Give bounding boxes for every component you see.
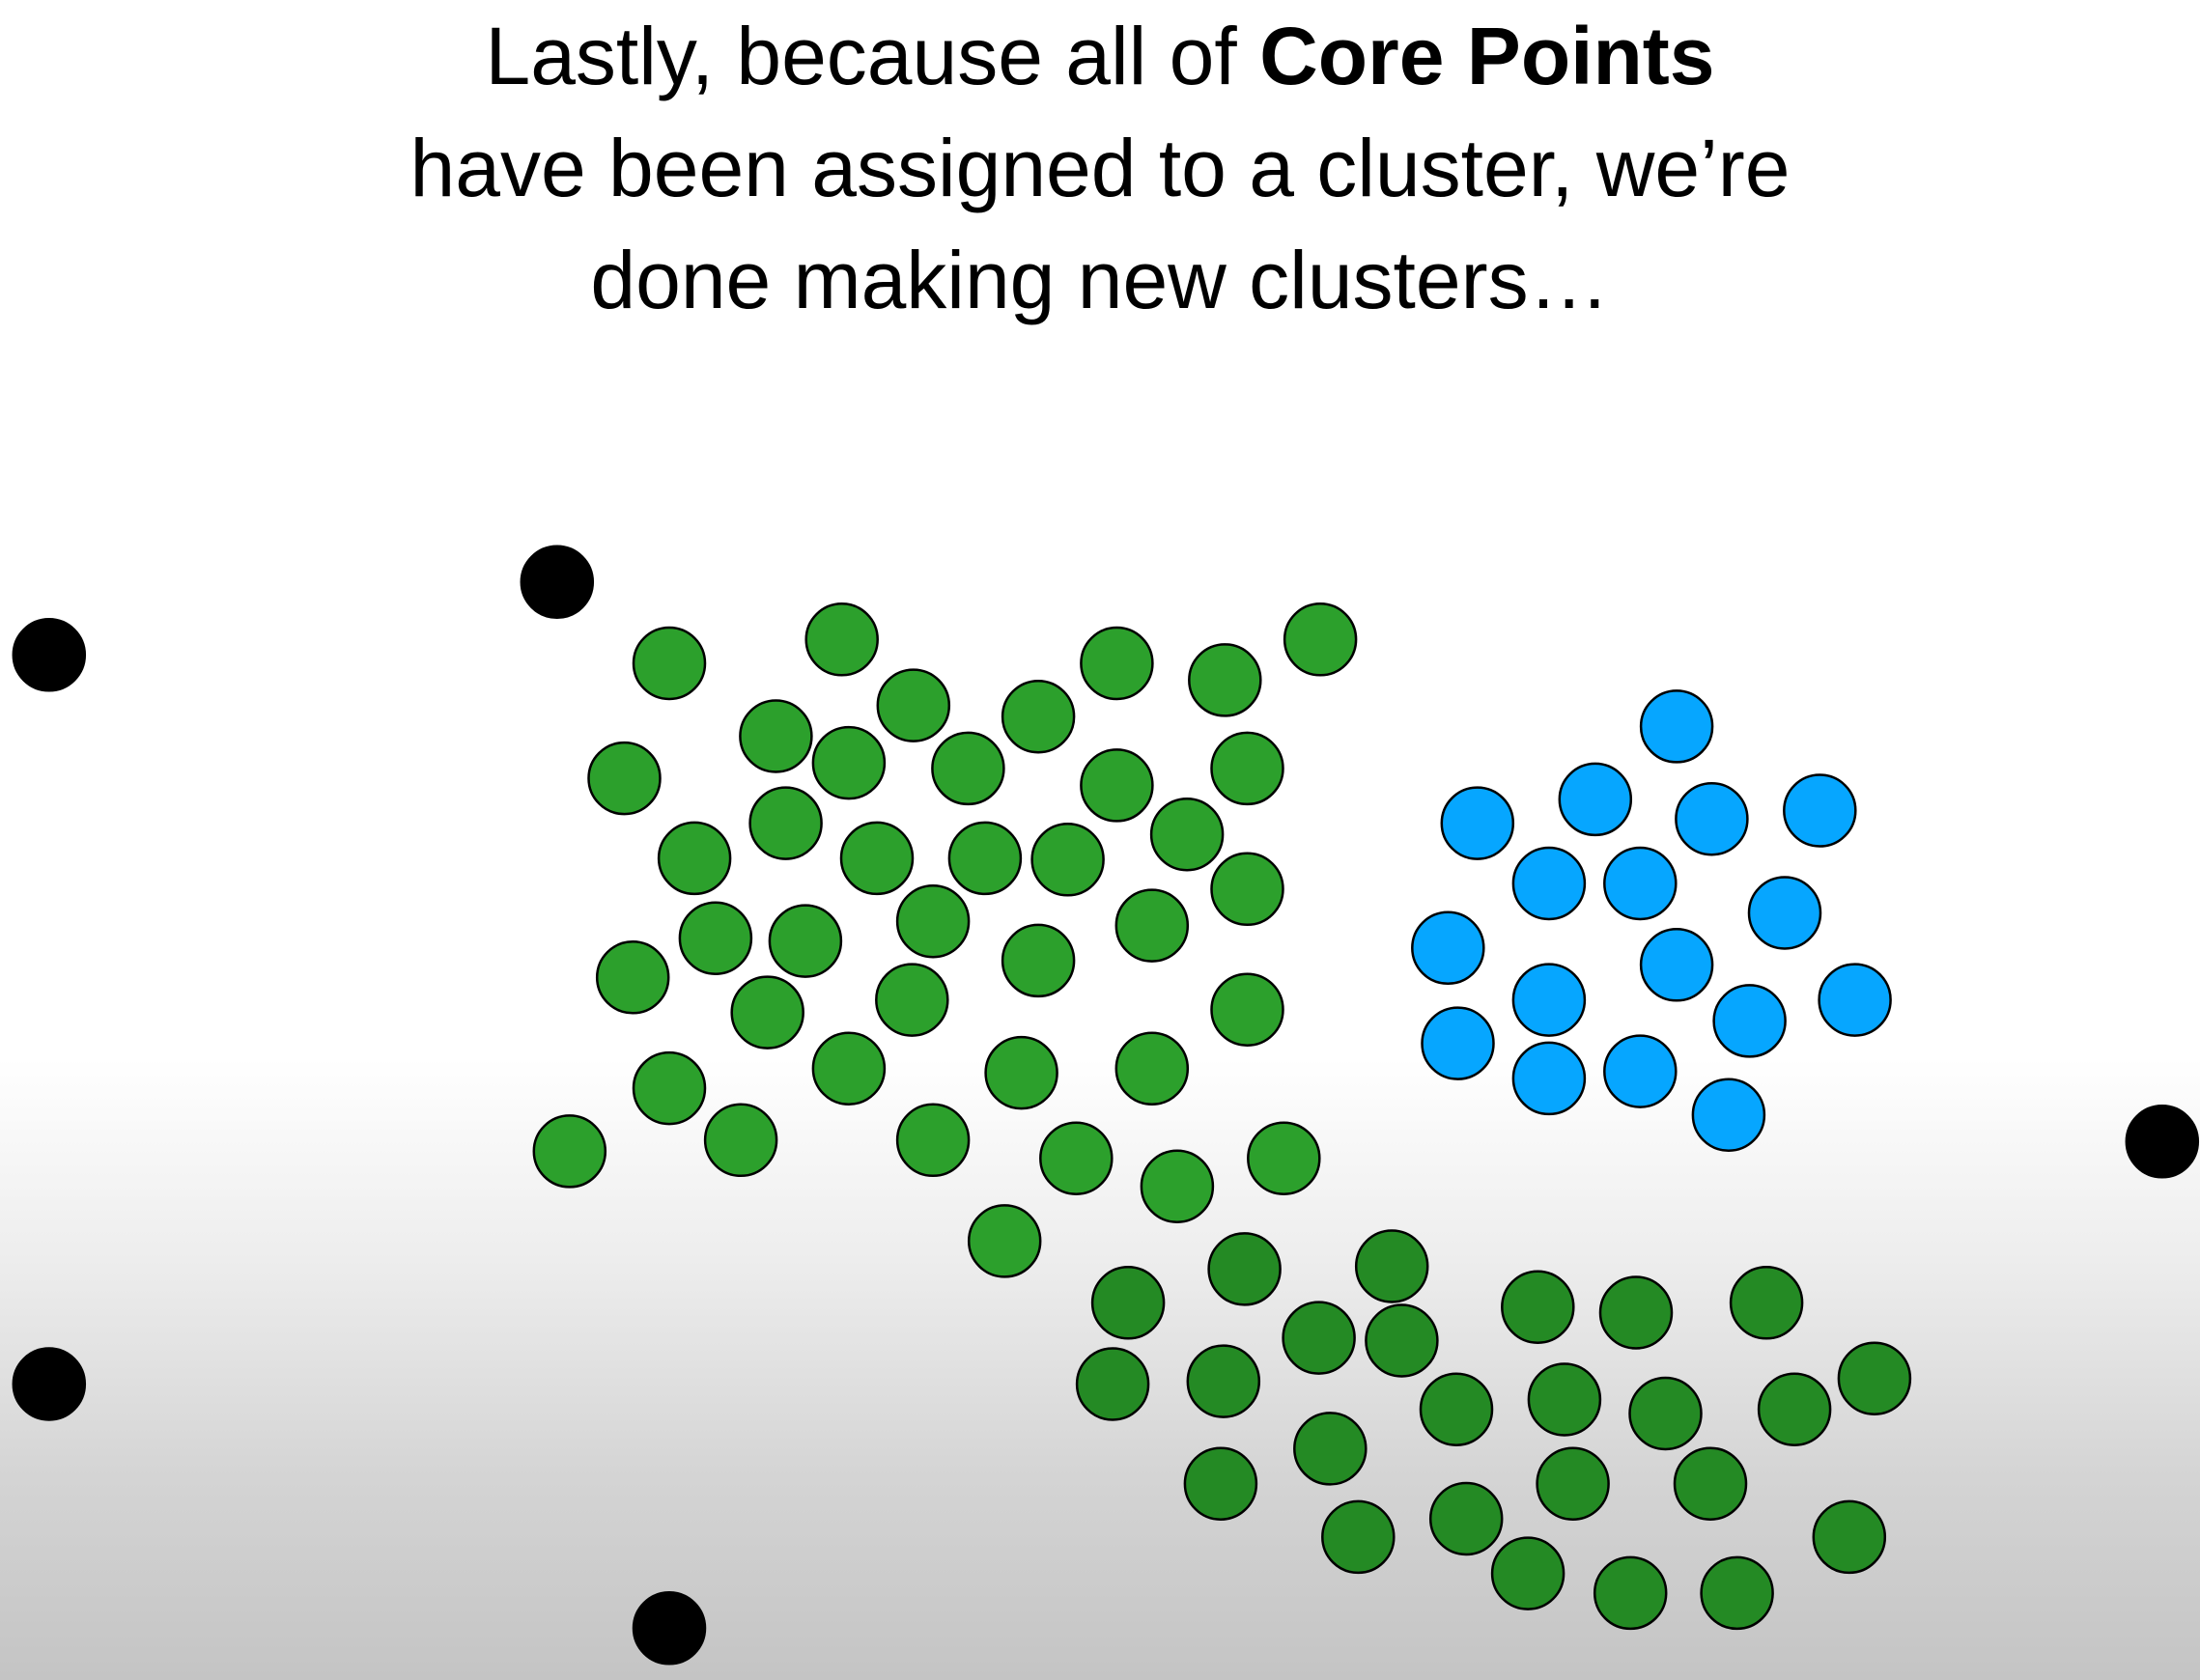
scatter-point-s1-20 bbox=[1428, 1481, 1504, 1556]
scatter-point-s0-13 bbox=[748, 786, 823, 860]
scatter-point-s1-0 bbox=[1207, 1232, 1282, 1306]
scatter-point-s1-13 bbox=[1757, 1372, 1832, 1446]
scatter-point-s1-16 bbox=[1183, 1446, 1258, 1521]
scatter-point-s3-4 bbox=[632, 1591, 707, 1666]
scatter-point-s1-12 bbox=[1628, 1376, 1703, 1451]
scatter-point-s0-11 bbox=[1210, 731, 1284, 806]
scatter-point-s1-4 bbox=[1365, 1303, 1439, 1378]
scatter-point-s0-27 bbox=[875, 963, 949, 1037]
scatter-point-s1-7 bbox=[1729, 1266, 1804, 1340]
scatter-point-s0-35 bbox=[895, 1103, 971, 1178]
scatter-point-s1-24 bbox=[1812, 1499, 1887, 1575]
scatter-point-s1-18 bbox=[1673, 1446, 1748, 1521]
scatter-point-s2-6 bbox=[1603, 846, 1678, 921]
scatter-point-s1-1 bbox=[1354, 1229, 1429, 1303]
scatter-point-s2-12 bbox=[1818, 963, 1892, 1037]
caption-line-1-text: Lastly, because all of bbox=[485, 11, 1260, 101]
scatter-point-s0-29 bbox=[811, 1031, 887, 1106]
scatter-point-s1-5 bbox=[1501, 1270, 1575, 1344]
scatter-point-s0-23 bbox=[1114, 888, 1190, 963]
scatter-point-s3-3 bbox=[12, 1347, 87, 1421]
scatter-point-s0-4 bbox=[1283, 602, 1358, 677]
scatter-point-s1-22 bbox=[1593, 1555, 1668, 1631]
scatter-point-s1-11 bbox=[1527, 1362, 1602, 1437]
scatter-point-s0-7 bbox=[739, 699, 813, 773]
scatter-point-s1-6 bbox=[1598, 1275, 1674, 1350]
scatter-point-s2-14 bbox=[1511, 1041, 1587, 1116]
scatter-point-s0-2 bbox=[1080, 626, 1154, 701]
scatter-point-s0-20 bbox=[895, 883, 971, 959]
scatter-point-s1-10 bbox=[1419, 1372, 1494, 1446]
scatter-point-s0-32 bbox=[632, 1050, 707, 1126]
scatter-point-s1-2 bbox=[1090, 1266, 1166, 1340]
scatter-point-s1-9 bbox=[1186, 1344, 1261, 1418]
scatter-point-s0-18 bbox=[1149, 797, 1225, 872]
scatter-point-s0-26 bbox=[730, 975, 804, 1050]
scatter-point-s2-3 bbox=[1675, 781, 1749, 856]
scatter-point-s2-8 bbox=[1411, 910, 1485, 986]
scatter-point-s2-1 bbox=[1558, 762, 1633, 837]
scatter-point-s2-7 bbox=[1747, 876, 1822, 950]
scatter-point-s0-0 bbox=[632, 626, 707, 701]
scatter-point-s1-17 bbox=[1536, 1446, 1610, 1521]
scatter-point-s1-23 bbox=[1700, 1555, 1774, 1631]
scatter-point-s0-38 bbox=[1247, 1121, 1321, 1195]
scatter-point-s0-16 bbox=[947, 821, 1023, 896]
scatter-point-s1-19 bbox=[1321, 1499, 1396, 1575]
scatter-point-s2-15 bbox=[1603, 1034, 1678, 1108]
caption-line-2: have been assigned to a cluster, we’re bbox=[409, 123, 1791, 213]
caption-line-1: Lastly, because all of Core Points bbox=[0, 0, 2200, 112]
scatter-point-s0-6 bbox=[1001, 679, 1076, 754]
scatter-point-s0-37 bbox=[1140, 1149, 1215, 1223]
scatter-point-s0-5 bbox=[876, 668, 951, 742]
scatter-point-s0-28 bbox=[1210, 972, 1284, 1047]
scatter-point-s0-14 bbox=[657, 821, 732, 896]
scatter-point-s0-9 bbox=[931, 731, 1005, 806]
scatter-point-s0-10 bbox=[587, 741, 662, 816]
scatter-point-s3-1 bbox=[12, 618, 87, 692]
caption-line-3: done making new clusters… bbox=[590, 235, 1610, 325]
scatter-point-s1-8 bbox=[1075, 1347, 1150, 1421]
scatter-point-s1-21 bbox=[1490, 1536, 1565, 1610]
scatter-point-s2-11 bbox=[1712, 984, 1787, 1058]
scatter-point-s2-13 bbox=[1421, 1006, 1495, 1080]
scatter-point-s0-34 bbox=[703, 1103, 778, 1178]
scatter-point-s0-17 bbox=[1030, 823, 1105, 897]
scatter-point-s0-19 bbox=[1210, 852, 1284, 927]
scatter-point-s0-3 bbox=[1188, 643, 1262, 717]
scatter-point-s2-16 bbox=[1691, 1078, 1766, 1152]
scatter-point-s0-8 bbox=[811, 725, 887, 800]
scatter-point-s0-33 bbox=[532, 1114, 607, 1189]
scatter-point-s0-21 bbox=[678, 901, 753, 975]
scatter-point-s1-3 bbox=[1282, 1301, 1356, 1375]
scatter-point-s2-0 bbox=[1639, 689, 1714, 764]
scatter-point-s1-14 bbox=[1837, 1341, 1912, 1415]
scatter-point-s2-2 bbox=[1440, 786, 1515, 860]
scatter-point-s2-4 bbox=[1783, 773, 1857, 848]
scatter-point-s0-24 bbox=[595, 940, 670, 1015]
scatter-point-s0-1 bbox=[804, 602, 879, 677]
scatter-point-s0-15 bbox=[839, 821, 915, 896]
slide-caption: Lastly, because all of Core Points have … bbox=[0, 0, 2200, 336]
scatter-point-s3-2 bbox=[2125, 1105, 2200, 1179]
scatter-point-s2-10 bbox=[1511, 963, 1587, 1037]
scatter-point-s0-12 bbox=[1080, 748, 1154, 823]
scatter-point-s0-36 bbox=[1039, 1121, 1114, 1195]
scatter-point-s1-15 bbox=[1293, 1412, 1368, 1486]
scatter-point-s3-0 bbox=[520, 545, 595, 620]
scatter-point-s0-22 bbox=[768, 904, 843, 978]
scatter-point-s0-31 bbox=[1114, 1031, 1190, 1106]
scatter-point-s0-39 bbox=[967, 1204, 1042, 1278]
scatter-point-s0-25 bbox=[1001, 923, 1076, 998]
scatter-point-s2-5 bbox=[1511, 846, 1587, 921]
scatter-point-s0-30 bbox=[984, 1035, 1058, 1110]
core-points-term: Core Points bbox=[1259, 11, 1715, 101]
scatter-point-s2-9 bbox=[1639, 928, 1714, 1002]
